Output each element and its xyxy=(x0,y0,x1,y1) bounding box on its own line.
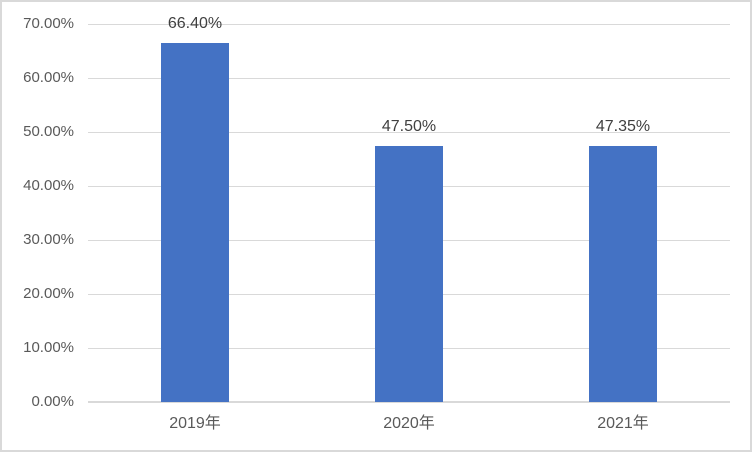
bar-2020年 xyxy=(375,145,443,402)
y-axis-tick-label: 50.00% xyxy=(23,123,74,140)
gridline xyxy=(88,77,730,79)
y-axis-tick-label: 60.00% xyxy=(23,69,74,86)
y-axis-tick-label: 30.00% xyxy=(23,231,74,248)
y-axis-tick-label: 0.00% xyxy=(31,393,74,410)
gridline xyxy=(88,23,730,25)
data-label: 47.35% xyxy=(595,118,651,136)
x-axis-category-label: 2019年 xyxy=(169,415,221,432)
gridline xyxy=(88,131,730,133)
y-axis-tick-label: 40.00% xyxy=(23,177,74,194)
bar-2021年 xyxy=(589,146,657,402)
data-label: 66.40% xyxy=(167,15,223,33)
bar-2019年 xyxy=(161,43,229,402)
y-axis-tick-label: 10.00% xyxy=(23,339,74,356)
data-label: 47.50% xyxy=(381,117,437,135)
x-axis-line xyxy=(88,401,730,403)
y-axis-tick-label: 20.00% xyxy=(23,285,74,302)
x-axis-category-label: 2021年 xyxy=(597,415,649,432)
y-axis-tick-label: 70.00% xyxy=(23,15,74,32)
x-axis-category-label: 2020年 xyxy=(383,415,435,432)
